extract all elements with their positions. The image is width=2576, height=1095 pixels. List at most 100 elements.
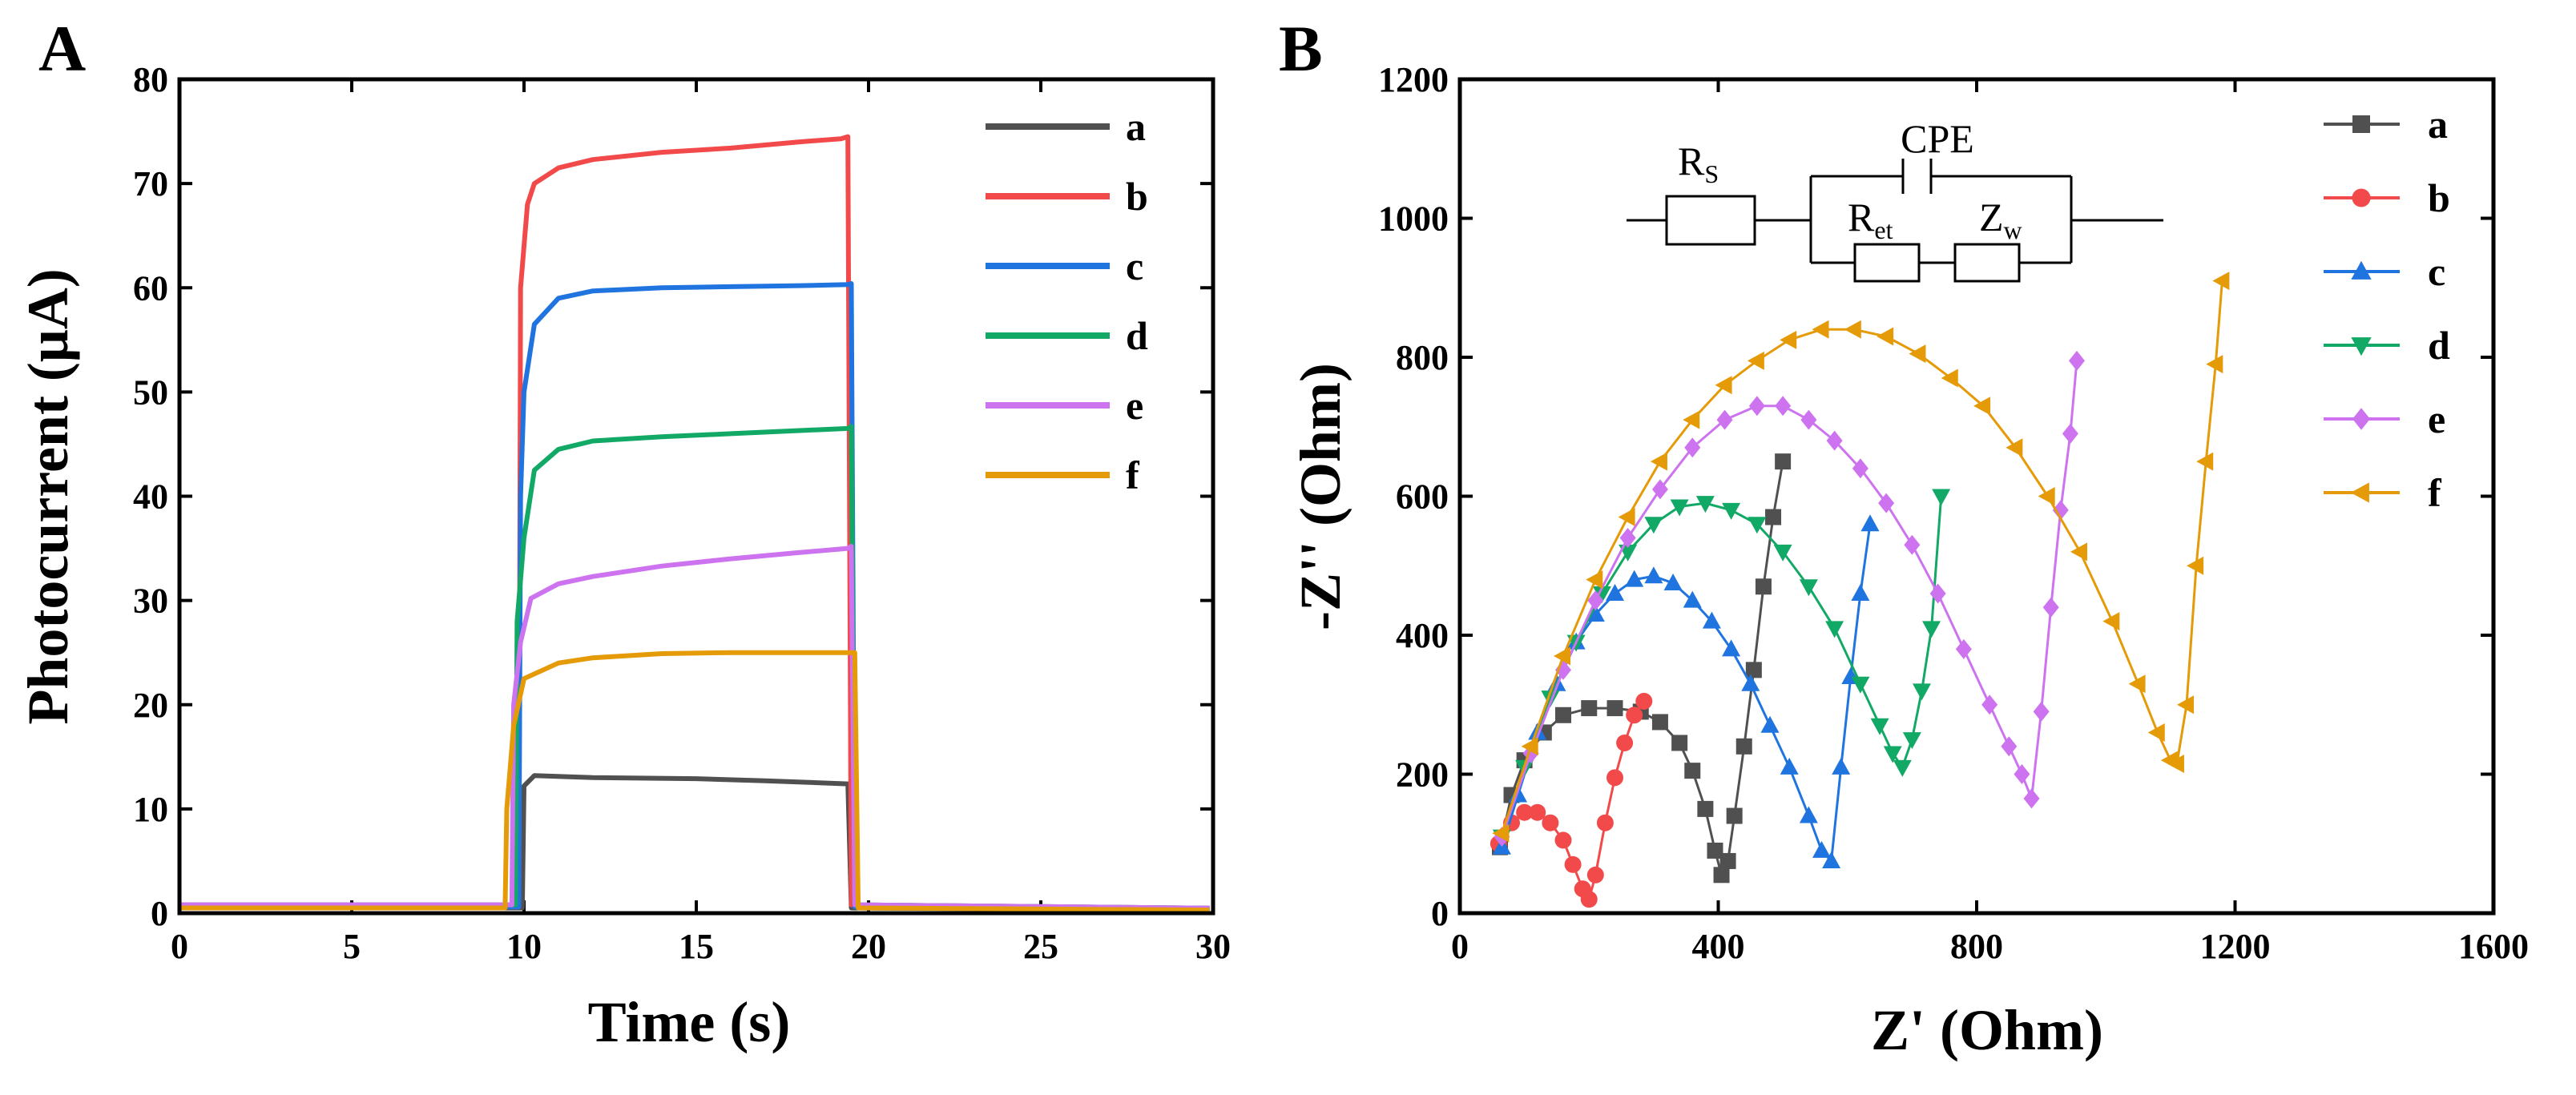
panel-b-series-f-point (2147, 723, 2165, 742)
panel-b-series-f-point (2006, 438, 2023, 457)
panel-b-series-c-point (1822, 851, 1841, 868)
panel-b-series-f-point (2206, 355, 2223, 374)
panel-b-series-b-point (1580, 891, 1598, 908)
panel-b-series-f-point (2070, 542, 2087, 562)
panel-b-series-d-point (1670, 499, 1689, 517)
circuit-label-zw: Zw (1979, 195, 2022, 244)
panel-b-series-f-point (1618, 508, 1635, 527)
panel-b-series-c-point (1586, 604, 1605, 622)
panel-a-x-tick-label: 0 (171, 927, 188, 966)
panel-b-series-e-point (1929, 583, 1946, 604)
panel-b-series-f-point (1973, 397, 1991, 416)
panel-b-series-f-point (2038, 487, 2055, 505)
panel-b-series-d-line (1500, 496, 1943, 838)
panel-b-legend-marker-b (2352, 188, 2371, 207)
panel-b-series-a-point (1671, 735, 1688, 751)
panel-b-series-e-point (1800, 409, 1817, 430)
panel-b-series-f-point (2102, 612, 2120, 631)
panel-b-series-f-point (2212, 272, 2230, 291)
panel-b-series-d-point (1748, 517, 1767, 534)
panel-b-series-e-point (1651, 479, 1668, 500)
panel-b-y-tick-label: 800 (1396, 338, 1449, 377)
panel-b: B Z' (Ohm) -Z'' (Ohm) 0 400 800 1200 1600 0 20… (1279, 12, 2529, 1062)
panel-b-series-a-point (1684, 763, 1701, 779)
panel-a-series-group (179, 134, 1210, 913)
panel-b-series-d-point (1722, 502, 1741, 520)
panel-b-series-e-point (1748, 396, 1765, 417)
panel-b-series-e-point (1775, 396, 1792, 417)
panel-b-series-d-point (1912, 683, 1931, 701)
panel-a-y-tick-label: 30 (133, 582, 168, 621)
panel-b-series-c-point (1702, 611, 1721, 629)
panel-b-legend-marker-d (2351, 337, 2372, 356)
panel-a-y-tick-label: 40 (133, 477, 168, 517)
panel-b-series-f-point (1877, 327, 1894, 346)
panel-b-series-a-point (1651, 714, 1668, 731)
panel-b-series-e-point (2014, 764, 2030, 784)
panel-b-x-tick-label: 1200 (2200, 927, 2271, 966)
panel-a-legend-label-e: e (1126, 383, 1143, 428)
panel-b-series-c-point (1722, 639, 1741, 657)
panel-b-series-f-point (1747, 351, 1764, 370)
panel-a-series-d-line (179, 424, 1210, 911)
panel-b-y-tick-label: 0 (1431, 894, 1449, 933)
panel-a-x-tick-label: 25 (1023, 927, 1058, 966)
panel-b-series-b-point (1606, 769, 1623, 787)
panel-b-series-c-point (1799, 806, 1818, 823)
panel-b-legend-marker-c (2351, 260, 2372, 280)
panel-a-y-tick-label: 50 (133, 372, 168, 412)
panel-b-series-a-point (1707, 842, 1723, 859)
panel-b-series-c-point (1741, 674, 1760, 691)
panel-b-series-d-point (1932, 489, 1951, 506)
panel-b-series-d-point (1922, 621, 1941, 638)
panel-a-series-e-line (179, 544, 1210, 911)
panel-b-series-e-point (2062, 423, 2078, 444)
circuit-label-cpe: CPE (1901, 116, 1974, 161)
panel-a-x-tick-label: 10 (506, 927, 542, 966)
panel-b-y-tick-label: 600 (1396, 477, 1449, 517)
panel-a-y-tick-label: 70 (133, 164, 168, 203)
panel-b-series-e-point (2042, 597, 2059, 618)
panel-b-y-tick-label: 1000 (1378, 199, 1449, 239)
circuit-label-ret: Ret (1848, 195, 1893, 244)
panel-b-label: B (1279, 12, 1323, 85)
panel-b-series-a-point (1555, 707, 1571, 723)
panel-b-series-b-point (1635, 692, 1653, 710)
panel-b-series-c-point (1683, 590, 1702, 608)
panel-b-legend-label-b: b (2428, 175, 2450, 220)
panel-b-series-f-point (1715, 376, 1732, 395)
panel-a-x-tick-label: 20 (851, 927, 886, 966)
panel-b-series-a-point (1581, 700, 1598, 717)
panel-a-legend-label-a: a (1126, 104, 1146, 149)
panel-b-series-c-point (1663, 573, 1683, 590)
panel-b-series-d-point (1893, 759, 1912, 777)
panel-a-y-tick-label: 80 (133, 60, 168, 99)
panel-b-series-c-point (1644, 566, 1663, 584)
circuit-label-rs-sub: S (1704, 159, 1719, 188)
panel-b-series-e-point (1684, 437, 1701, 458)
circuit-label-rs: RS (1678, 139, 1719, 188)
panel-b-series-e-point (1981, 694, 1998, 715)
panel-b-x-tick-label: 0 (1451, 927, 1469, 966)
panel-b-series-f-point (1844, 320, 1861, 339)
panel-b-legend-marker-f (2350, 482, 2369, 503)
panel-a-series-f-line (179, 650, 1210, 913)
panel-a-x-axis-title: Time (s) (588, 990, 791, 1054)
panel-b-series-b-point (1586, 866, 1604, 884)
panel-b-series-b-point (1626, 707, 1643, 724)
panel-b-legend-marker-a (2352, 115, 2370, 133)
panel-b-series-f-point (1683, 410, 1700, 429)
panel-b-series-e-point (1716, 409, 1733, 430)
panel-b-series-f-point (1650, 452, 1667, 471)
panel-b-series-group (1490, 272, 2230, 908)
panel-b-series-d-point (1851, 676, 1870, 694)
panel-b-series-e-point (1826, 430, 1843, 451)
panel-b-series-f-point (1909, 344, 1926, 364)
circuit-label-zw-sub: w (2004, 215, 2022, 244)
panel-b-series-d-point (1825, 621, 1844, 638)
circuit-label-zw-main: Z (1979, 195, 2004, 240)
panel-b-series-a-point (1765, 509, 1782, 525)
panel-b-series-f-point (1812, 320, 1829, 339)
